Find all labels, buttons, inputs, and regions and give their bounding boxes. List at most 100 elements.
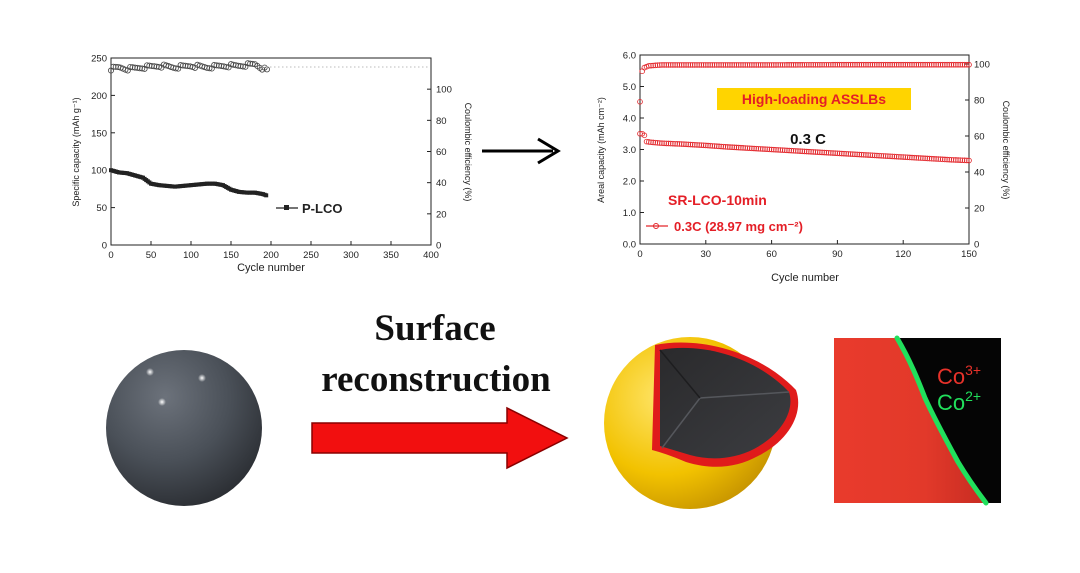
right-capacity-point	[849, 151, 856, 157]
right-capacity-point	[893, 153, 900, 160]
right-capacity-point	[814, 149, 821, 155]
right-y2-tick-label: 60	[974, 132, 985, 143]
right-efficiency-point	[909, 61, 915, 68]
left-efficiency-point	[189, 64, 196, 71]
left-efficiency-point	[172, 65, 179, 72]
right-efficiency-point	[880, 61, 887, 68]
right-efficiency-point	[915, 61, 922, 68]
right-x-tick-label: 120	[895, 249, 911, 260]
right-capacity-point	[742, 145, 749, 151]
right-capacity-point	[828, 150, 834, 156]
right-efficiency-point	[920, 61, 926, 68]
right-capacity-point	[812, 149, 819, 155]
right-efficiency-point	[948, 61, 955, 68]
right-capacity-point	[755, 145, 762, 152]
right-capacity-point	[762, 146, 768, 152]
right-capacity-point	[946, 156, 953, 163]
right-efficiency-point	[825, 61, 832, 68]
right-y2-tick-label: 100	[974, 60, 990, 71]
right-x-tick-label: 0	[637, 249, 642, 260]
right-arrow-icon	[482, 137, 561, 165]
left-capacity-series	[109, 168, 269, 198]
right-capacity-point	[656, 140, 663, 146]
right-capacity-point	[795, 148, 801, 154]
right-capacity-point	[950, 157, 957, 163]
right-efficiency-point	[821, 61, 828, 68]
right-efficiency-point	[939, 61, 946, 68]
right-efficiency-point	[819, 61, 825, 68]
right-capacity-point	[753, 145, 760, 152]
right-capacity-point	[953, 157, 959, 163]
right-capacity-point	[689, 141, 696, 148]
right-legend-label: 0.3C (28.97 mg cm⁻²)	[674, 219, 803, 234]
right-efficiency-point	[878, 61, 885, 68]
right-y-tick-label: 1.0	[623, 208, 636, 219]
right-efficiency-point	[762, 62, 768, 68]
right-capacity-point	[749, 145, 755, 152]
right-capacity-point	[935, 156, 942, 162]
right-capacity-point	[942, 156, 948, 163]
right-capacity-point	[917, 155, 924, 161]
right-efficiency-point	[720, 62, 727, 68]
right-capacity-point	[775, 147, 781, 153]
right-efficiency-point	[843, 61, 849, 68]
right-efficiency-point	[838, 61, 845, 68]
right-capacity-point	[924, 155, 931, 162]
right-capacity-point	[860, 151, 867, 158]
right-capacity-point	[757, 146, 764, 152]
right-capacity-point	[801, 148, 808, 155]
right-capacity-point	[896, 154, 902, 160]
right-capacity-point	[735, 144, 742, 151]
right-capacity-point	[900, 154, 906, 160]
right-capacity-point	[863, 152, 869, 158]
map-green-rim	[894, 335, 989, 506]
red-block-arrow-icon	[311, 406, 569, 470]
right-y-tick-label: 3.0	[623, 145, 636, 156]
right-efficiency-point	[887, 61, 893, 68]
right-efficiency-point	[799, 62, 806, 68]
right-efficiency-point	[746, 62, 753, 68]
right-efficiency-point	[882, 61, 889, 68]
right-efficiency-point	[860, 61, 867, 68]
right-efficiency-point	[749, 62, 755, 68]
right-legend-title: SR-LCO-10min	[668, 192, 767, 208]
left-x-tick-label: 300	[343, 250, 359, 261]
right-efficiency-point	[724, 62, 731, 68]
right-capacity-point	[674, 141, 681, 147]
right-capacity-point	[738, 144, 744, 151]
left-y-tick-label: 0	[102, 241, 107, 252]
right-efficiency-point	[735, 62, 742, 68]
right-efficiency-point	[926, 61, 933, 68]
right-capacity-point	[836, 150, 843, 157]
right-efficiency-point	[885, 61, 891, 68]
right-capacity-point	[887, 153, 893, 160]
right-efficiency-point	[753, 62, 760, 68]
right-capacity-point	[871, 152, 878, 159]
right-efficiency-point	[709, 62, 716, 68]
left-x-tick-label: 400	[423, 250, 439, 261]
right-efficiency-point	[764, 62, 771, 68]
right-capacity-point	[937, 156, 944, 163]
right-capacity-point	[678, 141, 685, 147]
right-capacity-point	[957, 157, 964, 163]
right-efficiency-point	[847, 61, 854, 68]
right-efficiency-point	[834, 61, 841, 68]
right-efficiency-point	[953, 61, 959, 68]
right-capacity-point	[676, 141, 683, 147]
left-y-tick-label: 50	[96, 203, 107, 214]
right-capacity-point	[843, 150, 849, 157]
right-efficiency-point	[770, 62, 777, 68]
right-efficiency-point	[902, 61, 909, 68]
right-efficiency-point	[661, 62, 667, 68]
right-efficiency-point	[917, 61, 924, 68]
right-capacity-point	[955, 157, 961, 163]
right-efficiency-point	[663, 62, 670, 68]
right-efficiency-point	[904, 61, 911, 68]
right-efficiency-point	[740, 62, 746, 68]
right-efficiency-point	[713, 62, 720, 68]
right-efficiency-point	[832, 61, 839, 68]
left-x-tick-label: 0	[108, 250, 113, 261]
right-capacity-point	[939, 156, 946, 163]
right-efficiency-point	[742, 62, 749, 68]
left-efficiency-series	[108, 60, 270, 74]
